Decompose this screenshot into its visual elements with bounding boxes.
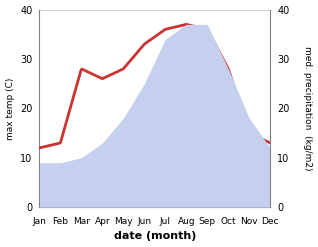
Y-axis label: med. precipitation  (kg/m2): med. precipitation (kg/m2) bbox=[303, 46, 313, 171]
Y-axis label: max temp (C): max temp (C) bbox=[5, 77, 15, 140]
X-axis label: date (month): date (month) bbox=[114, 231, 196, 242]
